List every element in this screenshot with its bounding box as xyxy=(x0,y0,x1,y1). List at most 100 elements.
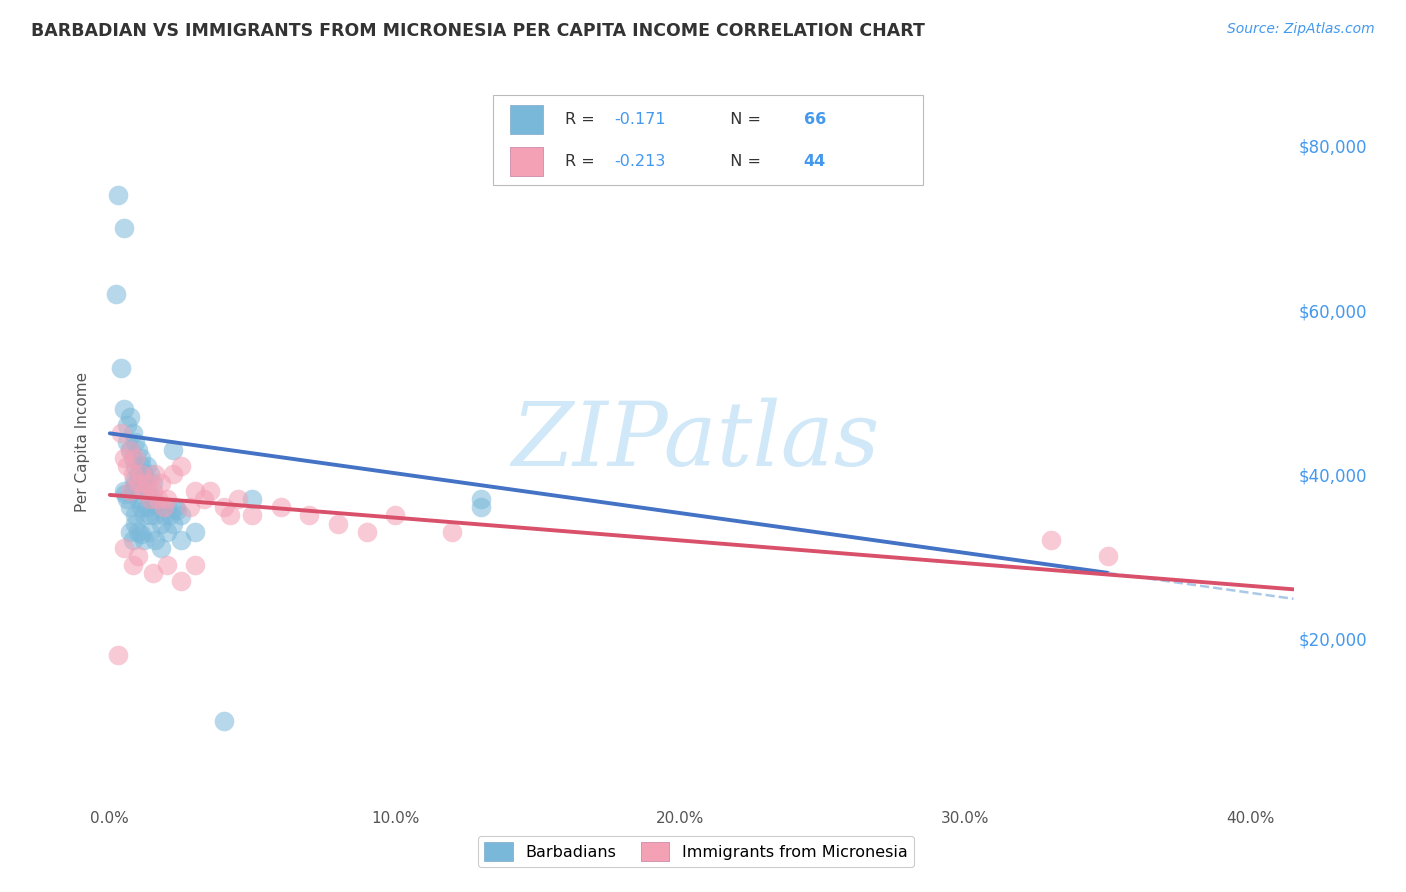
Point xyxy=(135,483,157,498)
Point xyxy=(110,426,132,441)
Point xyxy=(132,508,155,523)
Point xyxy=(132,533,155,547)
Point xyxy=(145,533,167,547)
Point xyxy=(115,434,138,449)
Point xyxy=(124,516,146,531)
Point xyxy=(162,467,184,482)
Point xyxy=(162,442,184,457)
Text: Source: ZipAtlas.com: Source: ZipAtlas.com xyxy=(1227,22,1375,37)
Point xyxy=(139,467,162,482)
Point xyxy=(132,483,155,498)
Point xyxy=(124,477,146,491)
Point xyxy=(129,467,152,482)
Point xyxy=(115,459,138,474)
Point xyxy=(139,491,162,506)
Point xyxy=(115,418,138,433)
Point xyxy=(145,496,167,510)
Point xyxy=(1097,549,1119,564)
Point xyxy=(129,459,152,474)
Point xyxy=(153,508,176,523)
Point xyxy=(129,500,152,515)
FancyBboxPatch shape xyxy=(509,147,543,176)
Point xyxy=(170,508,193,523)
Point xyxy=(159,508,181,523)
Text: R =: R = xyxy=(565,154,599,169)
Point xyxy=(112,483,135,498)
Point xyxy=(104,286,127,301)
Point xyxy=(470,491,492,506)
Point xyxy=(470,500,492,515)
Point xyxy=(145,508,167,523)
Point xyxy=(270,500,292,515)
Legend: Barbadians, Immigrants from Micronesia: Barbadians, Immigrants from Micronesia xyxy=(478,836,914,867)
Point xyxy=(384,508,406,523)
Point xyxy=(112,541,135,556)
Point xyxy=(1040,533,1063,547)
Point xyxy=(162,516,184,531)
Point xyxy=(121,450,143,465)
Point xyxy=(170,459,193,474)
Point xyxy=(165,500,187,515)
Point xyxy=(132,475,155,490)
Text: N =: N = xyxy=(720,154,766,169)
Text: 66: 66 xyxy=(804,112,825,127)
Point xyxy=(118,442,141,457)
Point xyxy=(118,500,141,515)
Point xyxy=(150,516,173,531)
Point xyxy=(170,533,193,547)
Point xyxy=(156,491,179,506)
Point xyxy=(139,491,162,506)
Point xyxy=(114,486,136,500)
Point xyxy=(139,524,162,539)
Point xyxy=(326,516,349,531)
Point xyxy=(118,442,141,457)
Point xyxy=(184,558,207,572)
Point xyxy=(121,483,143,498)
Point xyxy=(150,541,173,556)
FancyBboxPatch shape xyxy=(509,104,543,134)
Point xyxy=(179,500,201,515)
Point xyxy=(124,474,146,488)
Point xyxy=(127,549,149,564)
Point xyxy=(121,426,143,441)
Point xyxy=(145,467,167,482)
Text: 44: 44 xyxy=(804,154,825,169)
Point xyxy=(118,524,141,539)
Point xyxy=(184,524,207,539)
Point xyxy=(118,483,141,498)
Point xyxy=(218,508,240,523)
Point xyxy=(150,475,173,490)
Text: -0.213: -0.213 xyxy=(614,154,666,169)
Text: ZIPatlas: ZIPatlas xyxy=(512,398,880,485)
Point xyxy=(121,558,143,572)
Point xyxy=(135,475,157,490)
Point xyxy=(156,524,179,539)
Point xyxy=(198,483,221,498)
Text: BARBADIAN VS IMMIGRANTS FROM MICRONESIA PER CAPITA INCOME CORRELATION CHART: BARBADIAN VS IMMIGRANTS FROM MICRONESIA … xyxy=(31,22,925,40)
FancyBboxPatch shape xyxy=(494,95,922,185)
Point xyxy=(148,500,170,515)
Point xyxy=(166,503,188,517)
Point xyxy=(135,459,157,474)
Point xyxy=(127,491,149,506)
Point xyxy=(142,566,165,580)
Point xyxy=(298,508,321,523)
Point xyxy=(193,491,215,506)
Point xyxy=(112,450,135,465)
Point xyxy=(129,450,152,465)
Point xyxy=(212,500,235,515)
Y-axis label: Per Capita Income: Per Capita Income xyxy=(75,371,90,512)
Point xyxy=(139,508,162,523)
Point xyxy=(127,442,149,457)
Point xyxy=(124,434,146,449)
Point xyxy=(153,500,176,515)
Point xyxy=(132,467,155,482)
Point xyxy=(121,533,143,547)
Point xyxy=(226,491,249,506)
Point xyxy=(124,450,146,465)
Point xyxy=(156,558,179,572)
Point xyxy=(118,409,141,424)
Point xyxy=(441,524,464,539)
Point xyxy=(121,467,143,482)
Text: -0.171: -0.171 xyxy=(614,112,666,127)
